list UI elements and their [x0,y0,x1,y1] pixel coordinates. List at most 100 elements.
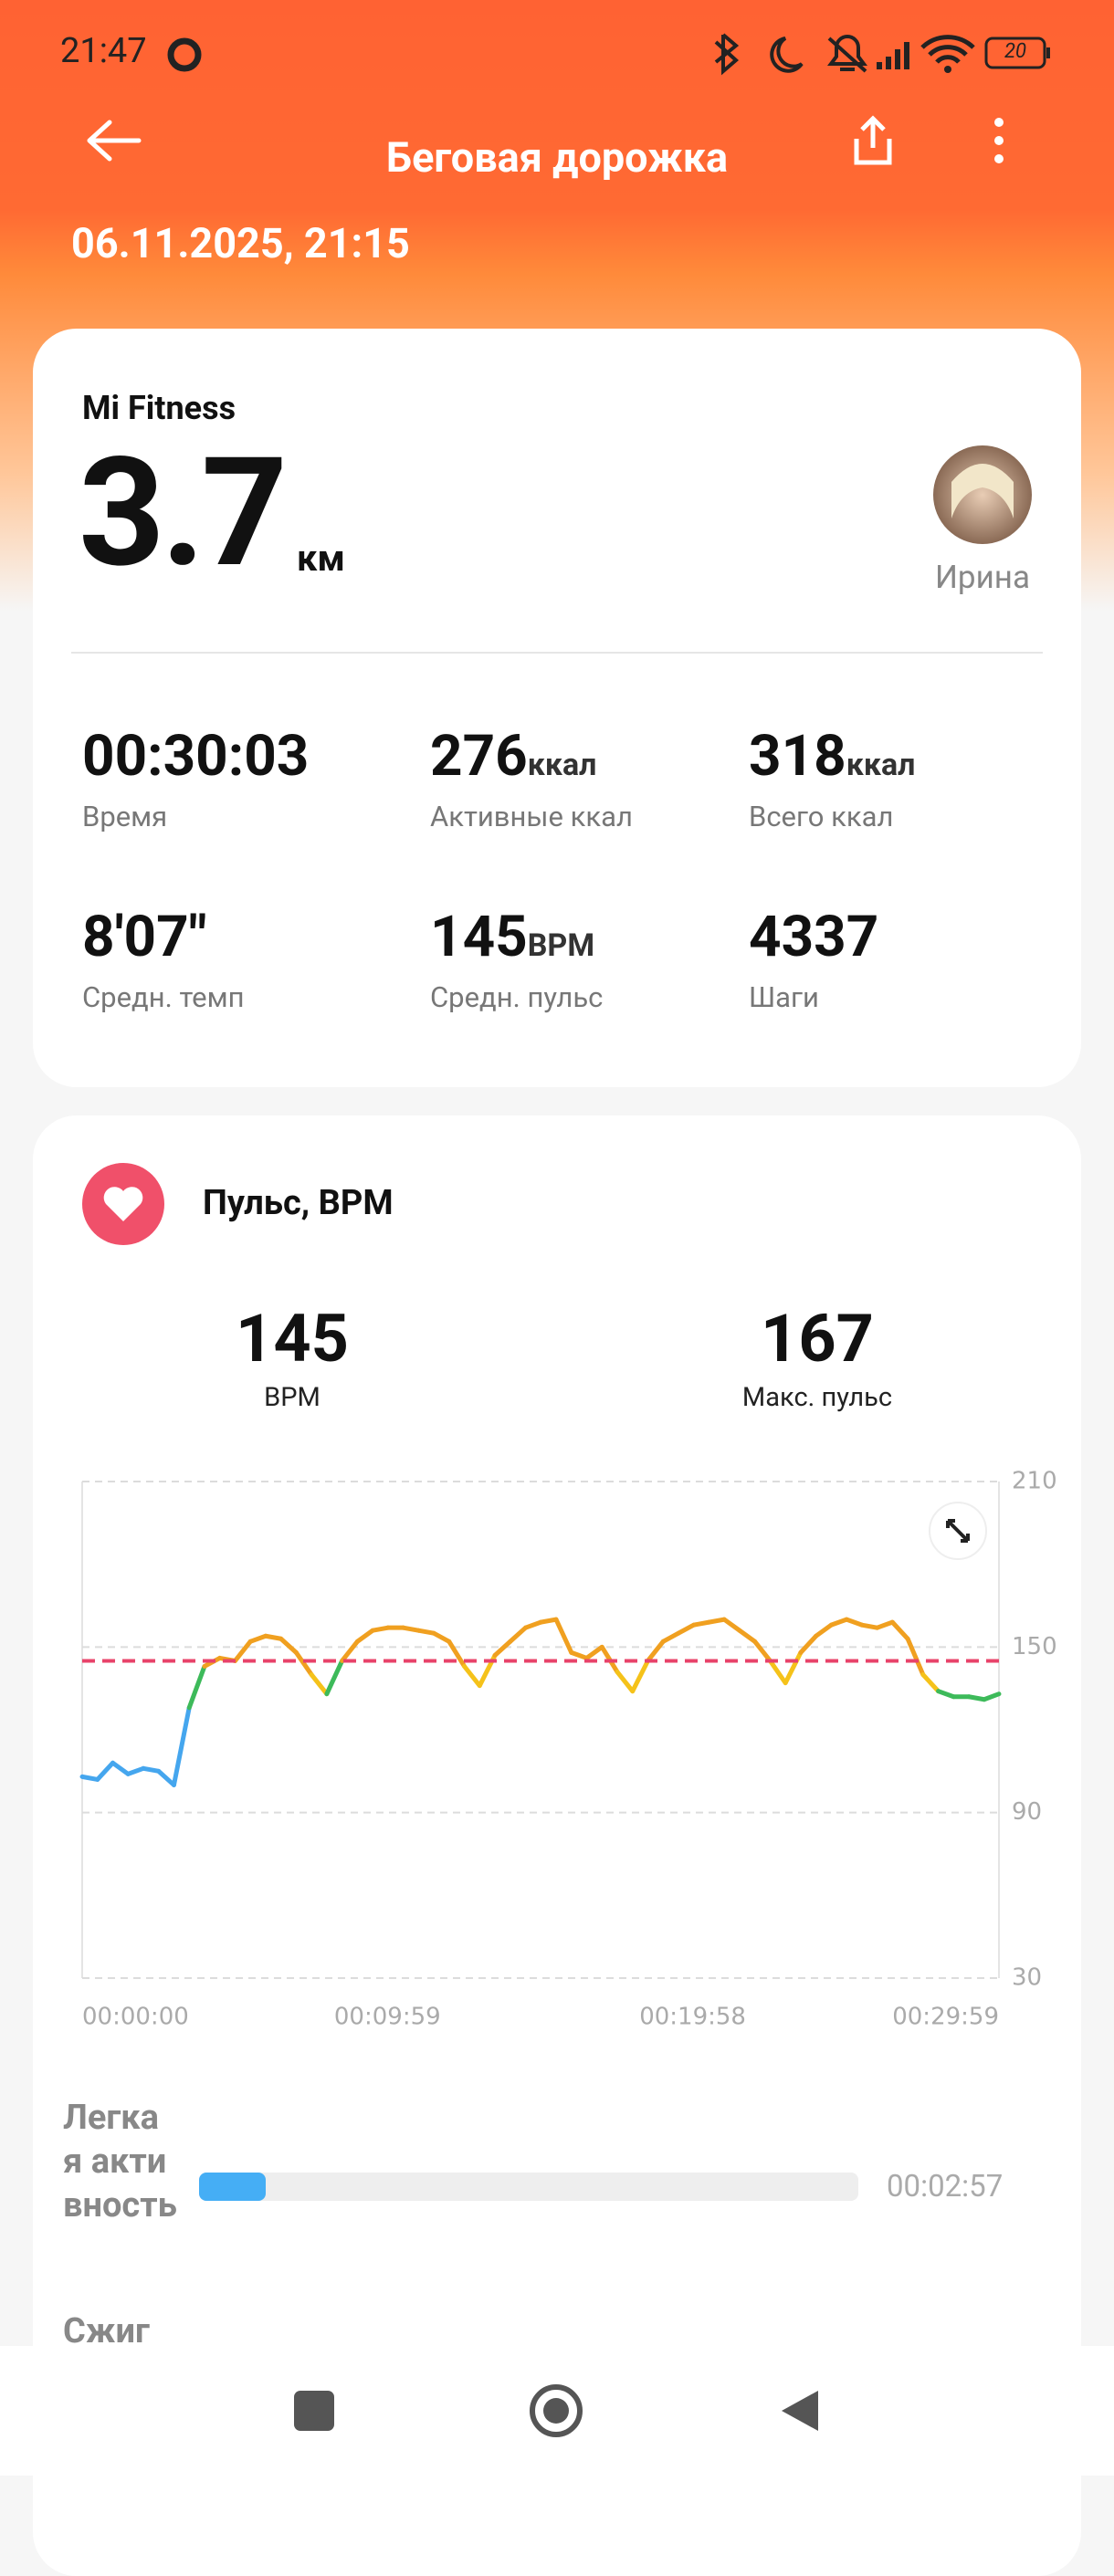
stat-value: 145BPM [430,904,594,970]
share-button[interactable] [847,113,899,168]
summary-card [33,329,1081,1087]
status-icon [167,37,202,72]
heart-rate-segment [340,1639,360,1663]
heart-rate-segment [293,1649,314,1678]
heart-rate-segment [966,1694,987,1702]
heart-rate-segment [936,1689,956,1700]
stat-value: 4337 [749,904,878,970]
heart-title: Пульс, BPM [203,1183,394,1223]
heart-rate-segment [538,1617,559,1625]
stat-unit: ккал [527,747,597,783]
heart-rate-segment [553,1617,574,1655]
page: html, body { margin: 0; padding: 0; } bo… [0,0,1114,2437]
zone-bar-fill [199,2173,266,2201]
heart-rate-segment [309,1672,330,1697]
heart-rate-segment [95,1760,115,1782]
zone-label: Легкая активность [63,2098,177,2225]
y-tick-label: 90 [1012,1798,1042,1826]
stat-label: Средн. темп [82,980,245,1014]
avg-pulse: 145 [236,1300,349,1377]
heart-rate-segment [875,1619,895,1630]
heart-rate-segment [615,1670,636,1694]
x-tick-label: 00:19:58 [639,2004,746,2031]
stat-number: 8'07" [82,904,207,970]
heart-rate-segment [263,1633,284,1641]
screen: { "status_bar": {"time": "21:47", "batte… [0,0,1114,2437]
heart-rate-segment [721,1617,742,1633]
stat-value: 00:30:03 [82,723,309,790]
stat-number: 145 [430,904,528,970]
heart-rate-segment [569,1649,590,1660]
stat-unit: BPM [527,927,595,964]
status-time: 21:47 [60,31,147,71]
y-tick-label: 150 [1012,1633,1057,1660]
heart-rate-segment [508,1625,529,1644]
page-title: Беговая дорожка [385,133,729,182]
heart-rate-segment [889,1619,910,1641]
stat-number: 318 [749,723,846,790]
distance-unit: км [297,537,345,580]
max-pulse-label: Макс. пульс [741,1382,893,1413]
home-dot [543,2398,569,2424]
heart-rate-segment [125,1765,146,1776]
user-name: Ирина [934,559,1031,596]
heart-rate-segment [859,1622,880,1630]
heart-rate-segment [706,1617,727,1625]
max-pulse: 167 [761,1300,874,1377]
recents-button[interactable] [294,2391,334,2431]
heart-rate-segment [691,1619,711,1628]
avatar[interactable] [933,445,1032,544]
heart-icon [82,1163,164,1245]
heart-rate-segment [920,1672,941,1694]
zone-bar-track [199,2173,858,2201]
divider [71,652,1043,654]
x-tick-label: 00:29:59 [892,2004,999,2031]
heart-rate-segment [905,1636,926,1678]
heart-rate-segment [982,1691,1002,1702]
zone-label: Сжиг [63,2311,150,2351]
back-nav-button[interactable] [782,2391,818,2431]
stat-number: 00:30:03 [82,723,310,790]
heart-rate-segment [645,1639,666,1663]
zone-time: 00:02:57 [887,2169,1004,2204]
heart-rate-segment [630,1658,650,1694]
menu-button[interactable] [986,115,1012,166]
heart-rate-segment [278,1636,299,1655]
heart-rate-segment [431,1630,452,1644]
battery-level: 20 [1004,40,1026,63]
x-tick-label: 00:09:59 [334,2004,441,2031]
heart-rate-segment [660,1630,681,1644]
heart-rate-segment [676,1622,697,1636]
workout-date: 06.11.2025, 21:15 [71,219,410,267]
avg-pulse-unit: BPM [264,1382,321,1413]
heart-rate-segment [783,1649,804,1686]
heart-rate-segment [171,1705,192,1787]
heart-rate-segment [324,1658,345,1697]
heart-rate-segment [828,1617,849,1628]
heart-rate-segment [186,1663,207,1711]
heart-rate-segment [354,1628,375,1644]
heart-rate-segment [141,1765,162,1774]
heart-rate-segment [156,1768,176,1787]
expand-icon [946,1519,970,1543]
status-icons [714,33,1050,76]
y-tick-label: 210 [1012,1468,1057,1495]
stat-unit: ккал [846,747,916,783]
stat-value: 8'07" [82,904,206,970]
heart-rate-segment [752,1639,772,1663]
heart-rate-segment [415,1628,436,1636]
heart-rate-segment [110,1760,131,1776]
heart-rate-segment [447,1639,468,1669]
source: Mi Fitness [82,389,236,427]
back-button[interactable] [84,117,144,164]
heart-rate-segment [247,1633,268,1644]
heart-rate-segment [492,1639,513,1658]
home-button[interactable] [530,2384,583,2437]
x-tick-label: 00:00:00 [82,2004,189,2031]
heart-rate-segment [79,1774,100,1782]
distance: 3.7 [79,425,288,602]
stat-label: Шаги [749,980,819,1014]
stat-number: 4337 [749,904,879,970]
stat-label: Активные ккал [430,800,633,833]
stat-label: Средн. пульс [430,980,604,1014]
